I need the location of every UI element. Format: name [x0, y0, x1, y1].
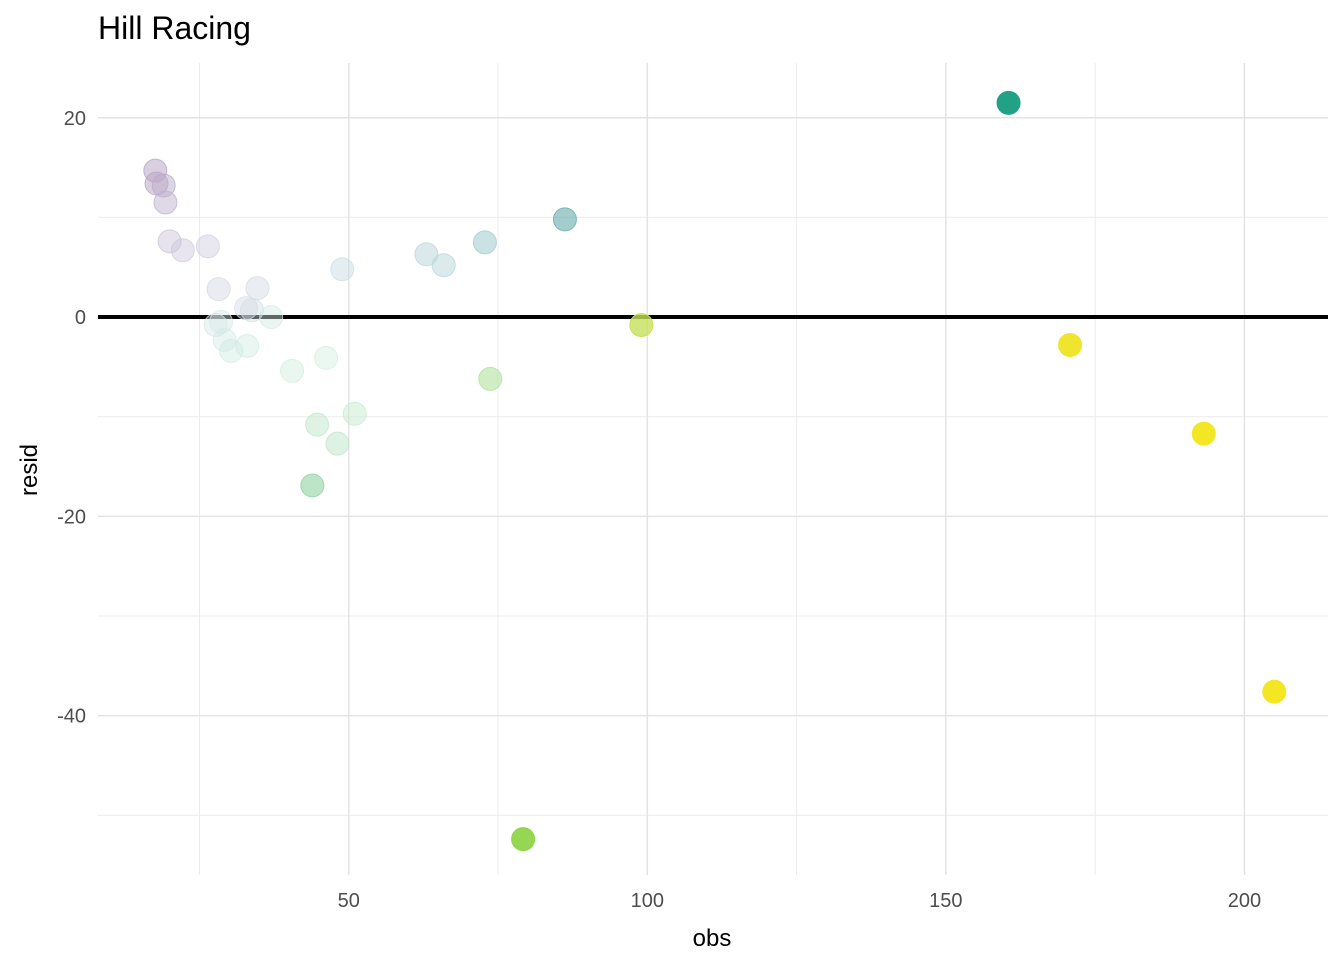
data-point: [157, 229, 182, 254]
x-axis-title: obs: [693, 925, 732, 952]
data-point: [414, 242, 439, 267]
data-points: [143, 90, 1287, 852]
data-point: [235, 333, 260, 358]
y-tick-label: -40: [57, 706, 86, 728]
x-tick-label: 200: [1228, 890, 1261, 912]
data-point: [511, 827, 536, 852]
y-axis-ticks: 20 0 -20 -40: [57, 108, 86, 728]
data-point: [206, 277, 231, 302]
data-point: [552, 207, 577, 232]
data-point: [153, 190, 178, 215]
data-point: [170, 238, 195, 263]
data-point: [472, 230, 497, 255]
data-point: [1191, 421, 1216, 446]
data-point: [629, 313, 654, 338]
data-point: [259, 305, 284, 330]
y-tick-label: 20: [64, 108, 86, 130]
data-point: [996, 90, 1021, 115]
data-point: [195, 234, 220, 259]
data-point: [212, 327, 237, 352]
data-point: [209, 310, 233, 335]
chart-title: Hill Racing: [98, 10, 251, 46]
data-point: [1058, 332, 1083, 357]
x-axis-ticks: 50 100 150 200: [338, 890, 1261, 912]
data-point: [330, 257, 355, 282]
y-axis-title: resid: [16, 444, 43, 496]
data-point: [431, 253, 456, 278]
x-tick-label: 50: [338, 890, 360, 912]
data-point: [219, 338, 244, 363]
x-tick-label: 150: [929, 890, 962, 912]
data-point: [280, 358, 305, 383]
minor-gridlines: [98, 63, 1328, 875]
y-tick-label: -20: [57, 506, 86, 528]
data-point: [300, 473, 325, 498]
y-tick-label: 0: [75, 307, 86, 329]
x-tick-label: 100: [631, 890, 664, 912]
data-point: [342, 401, 367, 426]
data-point: [314, 345, 339, 370]
data-point: [478, 366, 503, 391]
data-point: [1262, 679, 1287, 704]
major-gridlines: [98, 63, 1328, 875]
data-point: [305, 412, 330, 437]
data-point: [245, 276, 270, 301]
data-point: [325, 431, 350, 456]
